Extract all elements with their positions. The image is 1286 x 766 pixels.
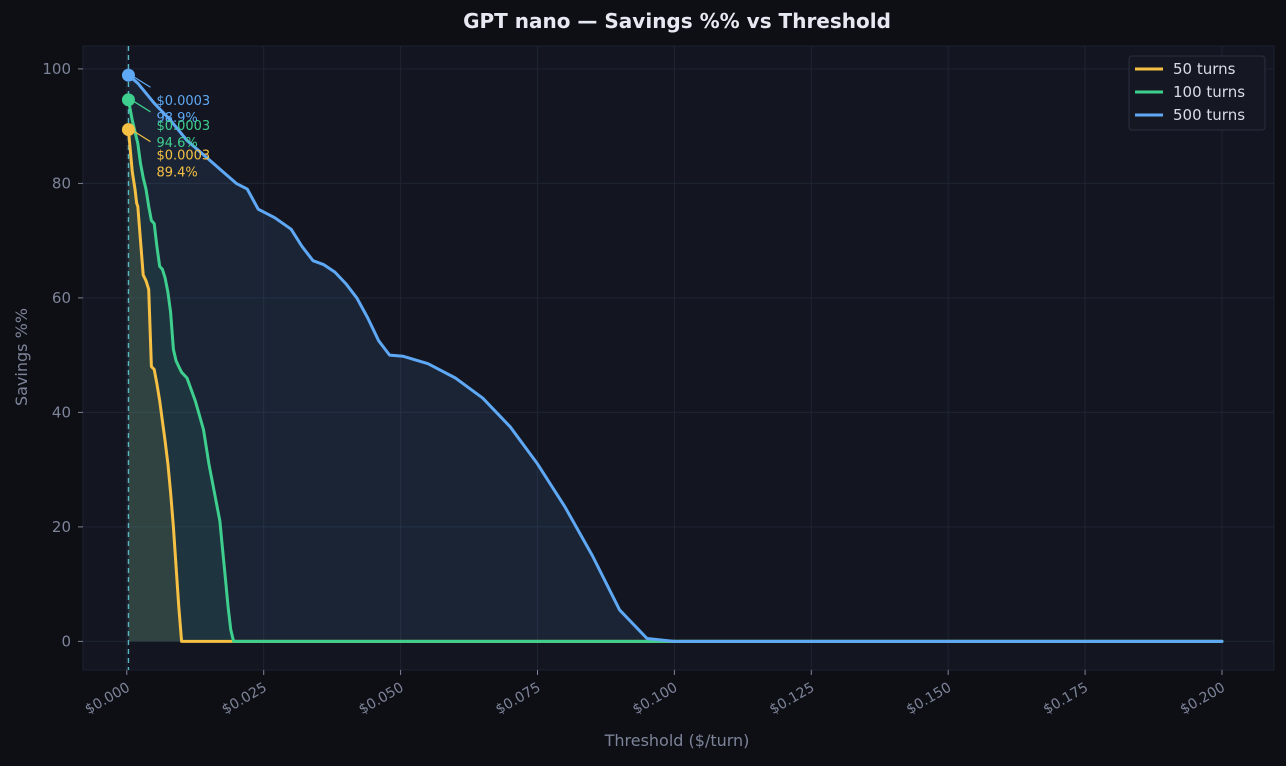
legend-label: 500 turns [1173, 106, 1245, 124]
legend-label: 50 turns [1173, 60, 1236, 78]
chart-title: GPT nano — Savings %% vs Threshold [463, 9, 891, 33]
legend-label: 100 turns [1173, 83, 1245, 101]
y-tick-label: 80 [52, 174, 71, 192]
annotation-value: $0.0003 [156, 119, 210, 134]
y-tick-label: 20 [52, 518, 71, 536]
area-fills [128, 75, 1222, 642]
annotation-value: $0.0003 [156, 94, 210, 109]
legend: 50 turns 100 turns 500 turns [1128, 55, 1266, 131]
y-tick-label: 60 [52, 289, 71, 307]
annotation-marker [121, 123, 135, 137]
legend-box [1128, 55, 1266, 131]
y-tick-label: 40 [52, 403, 71, 421]
series-line-50-turns [126, 128, 1224, 643]
annotation-percent: 89.4% [156, 166, 197, 181]
annotation-arrow [134, 131, 151, 143]
area-fill-500-turns [128, 75, 1222, 642]
annotation-percent: 94.6% [156, 136, 197, 151]
plot-area [82, 45, 1275, 671]
series-line-500-turns [126, 73, 1224, 643]
y-tick-label: 0 [61, 632, 71, 650]
annotation-marker [121, 68, 135, 82]
x-axis-label: Threshold ($/turn) [604, 731, 750, 750]
series-line-100-turns [126, 98, 1224, 643]
annotation-value: $0.0003 [156, 149, 210, 164]
y-tick-label: 100 [42, 60, 71, 78]
y-axis-label: Savings %% [12, 308, 31, 406]
annotation-percent: 98.9% [156, 111, 197, 126]
annotation-arrow [134, 101, 151, 113]
series-lines [126, 73, 1224, 643]
annotation-marker [121, 93, 135, 107]
annotation-arrow [134, 76, 151, 88]
